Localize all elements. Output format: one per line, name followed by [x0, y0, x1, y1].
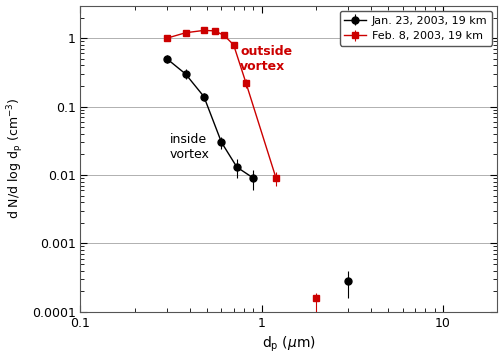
- X-axis label: d$_\mathregular{p}$ ($\mu$m): d$_\mathregular{p}$ ($\mu$m): [262, 335, 316, 355]
- Text: inside
vortex: inside vortex: [170, 132, 209, 161]
- Y-axis label: d N/d log d$_\mathregular{p}$ (cm$^{-3}$): d N/d log d$_\mathregular{p}$ (cm$^{-3}$…: [6, 98, 26, 219]
- Text: outside
vortex: outside vortex: [240, 45, 292, 73]
- Legend: Jan. 23, 2003, 19 km, Feb. 8, 2003, 19 km: Jan. 23, 2003, 19 km, Feb. 8, 2003, 19 k…: [340, 11, 492, 46]
